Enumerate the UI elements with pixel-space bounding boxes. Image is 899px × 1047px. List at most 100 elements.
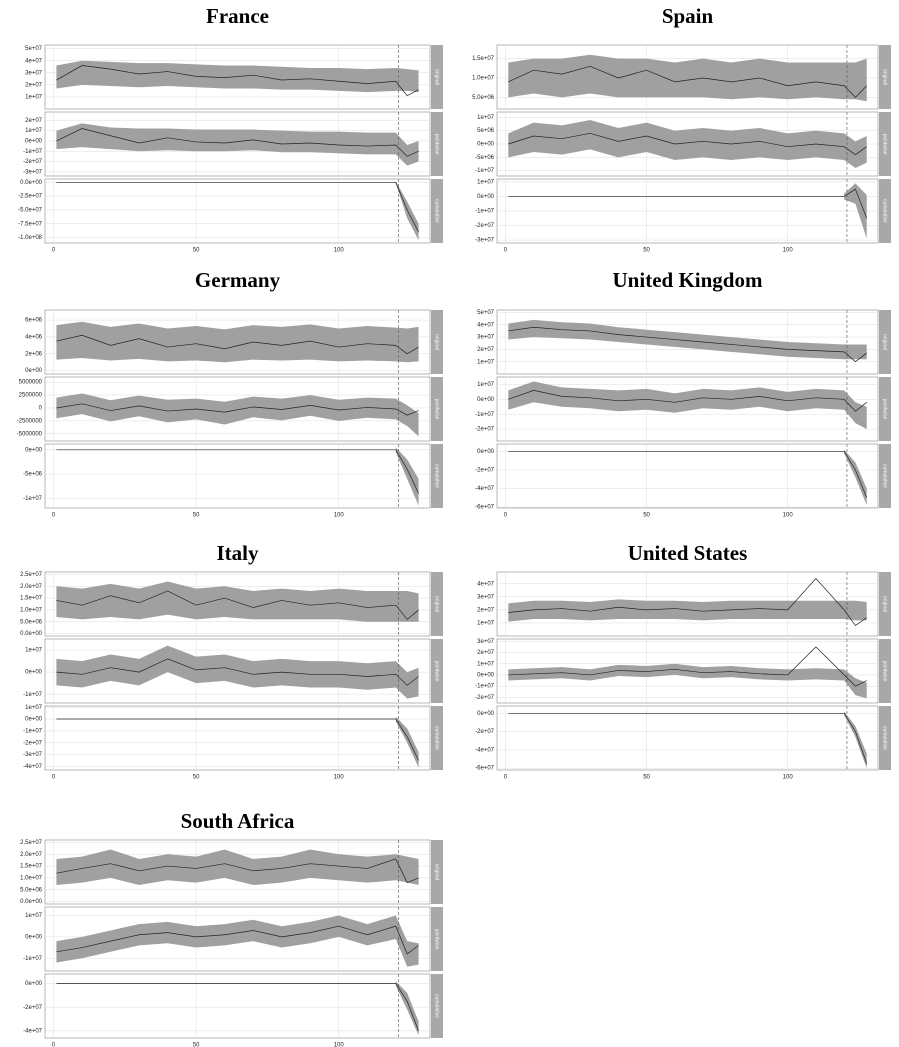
y-tick-label: 4e+06 [25,335,43,341]
y-tick-label: -1e+07 [23,496,43,502]
interval-band [508,381,867,430]
y-tick-label: 1.5e+07 [20,596,43,602]
x-tick-label: 50 [193,513,200,519]
y-tick-label: 2e+07 [25,118,43,124]
y-tick-label: 2.0e+07 [20,584,43,590]
y-tick-label: -2.5e+07 [18,194,43,200]
y-tick-label: 4e+07 [477,322,495,328]
series-line [508,578,867,627]
interval-band [508,599,867,622]
series-line [508,712,868,764]
y-tick-label: -1e+07 [23,692,43,698]
y-tick-label: 0e+00 [25,981,43,987]
y-tick-label: 1.5e+07 [472,56,495,62]
strip-label: cumulative [434,726,440,750]
y-tick-label: 1.0e+07 [20,876,43,882]
interval-band [56,581,419,622]
y-tick-label: -2e+07 [475,427,495,433]
interval-band [844,183,867,239]
y-tick-label: 5.0e+06 [20,887,43,893]
x-tick-label: 100 [334,248,345,254]
y-tick-label: 0.0e+00 [20,899,43,905]
y-tick-label: 0e+00 [477,449,495,455]
y-tick-label: 4e+07 [477,581,495,587]
y-tick-label: -5e+06 [23,472,43,478]
x-tick-label: 0 [52,248,56,254]
strip [879,179,891,243]
interval-band [844,711,867,769]
x-tick-label: 50 [643,248,650,254]
strip [431,706,443,770]
chart-title: South Africa [181,809,295,833]
strip-label: original [434,864,440,880]
panel-background [496,443,879,509]
series-line [56,590,419,620]
panel-background [44,705,431,771]
y-tick-label: 5e+06 [477,128,495,134]
series-line [508,390,867,412]
y-tick-label: -4e+07 [23,764,43,770]
y-tick-label: 0 [39,406,43,412]
y-tick-label: 1e+07 [477,359,495,365]
strip [431,572,443,636]
y-tick-label: -3e+07 [475,238,495,244]
strip-label: cumulative [882,726,888,750]
y-tick-label: 0.0e+00 [20,180,43,186]
y-tick-label: -6e+07 [475,766,495,772]
y-tick-label: 5e+07 [477,310,495,316]
y-tick-label: -7.5e+07 [18,221,43,227]
strip-label: pointwise [434,399,440,420]
y-tick-label: 2e+07 [25,82,43,88]
y-tick-label: -3e+07 [23,169,43,175]
strip-label: original [434,334,440,350]
series-line [508,326,867,363]
y-tick-label: -1.0e+08 [18,235,43,241]
strip [431,907,443,971]
y-tick-label: 0.0e+00 [20,631,43,637]
x-tick-label: 0 [52,1043,56,1047]
strip-label: pointwise [434,134,440,155]
series-line [508,451,868,498]
x-tick-label: 0 [52,775,56,781]
x-tick-label: 50 [193,775,200,781]
series-line [56,449,419,494]
y-tick-label: 2.5e+07 [20,572,43,578]
y-tick-label: 1e+07 [477,621,495,627]
strip [879,377,891,441]
strip [879,706,891,770]
y-tick-label: 4e+07 [25,58,43,64]
strip-label: original [882,69,888,85]
interval-band [508,319,867,360]
y-tick-label: -1e+07 [475,209,495,215]
strip-label: pointwise [434,661,440,682]
strip-label: original [882,596,888,612]
chart-title: Spain [662,4,714,28]
y-tick-label: -4e+07 [475,747,495,753]
interval-band [56,321,419,363]
y-tick-label: 5.0e+06 [472,95,495,101]
interval-band [508,120,867,168]
series-line [56,858,419,884]
strip [431,974,443,1038]
x-tick-label: 100 [783,513,794,519]
strip-label: cumulative [434,199,440,223]
y-tick-label: 0e+00 [25,138,43,144]
strip [431,639,443,703]
x-tick-label: 50 [643,513,650,519]
chart-title: United States [628,541,748,565]
series-line [56,403,419,416]
strip [431,377,443,441]
strip [431,444,443,508]
strip-label: cumulative [434,994,440,1018]
x-tick-label: 100 [334,1043,345,1047]
series-line [56,658,419,686]
y-tick-label: 0e+00 [477,142,495,148]
strip-label: cumulative [882,464,888,488]
y-tick-label: 1.0e+07 [472,76,495,82]
y-tick-label: -2500000 [17,418,43,424]
y-tick-label: 2e+07 [477,607,495,613]
y-tick-label: -3e+07 [23,752,43,758]
y-tick-label: -2e+07 [23,159,43,165]
x-tick-label: 0 [52,513,56,519]
y-tick-label: 2e+06 [25,351,43,357]
